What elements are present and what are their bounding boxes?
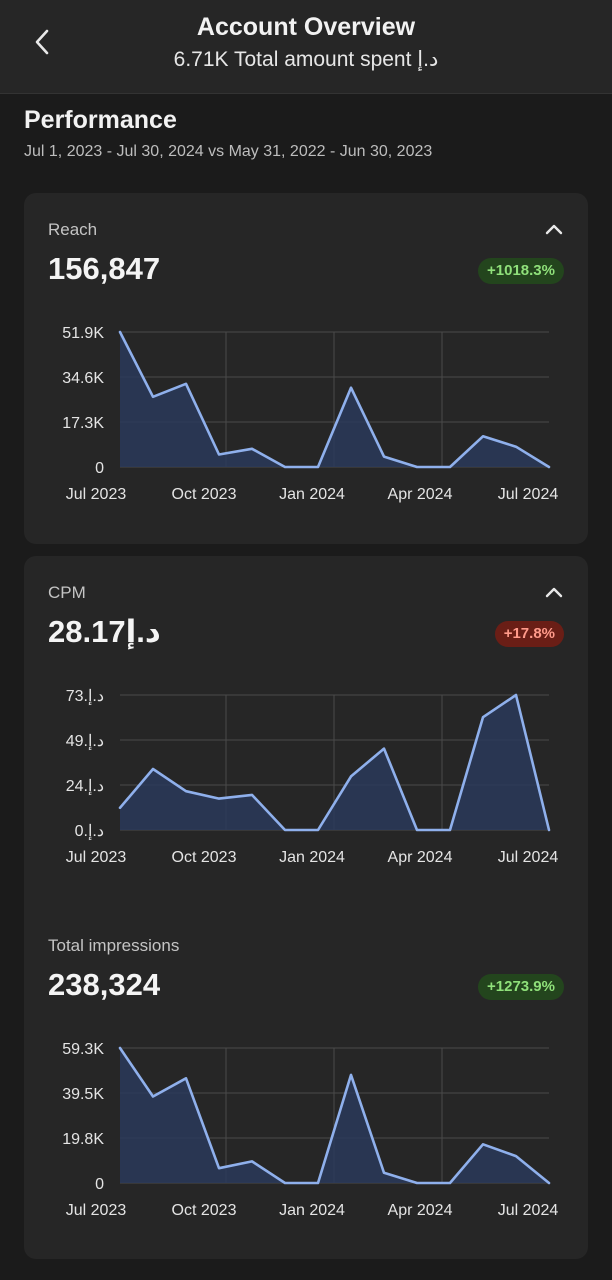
reach-card: Reach 156,847 +1018.3% 51.9K 34.6K 17.3K 0 J… [24, 193, 588, 544]
change-badge: +1018.3% [478, 258, 564, 284]
metric-value: 28.17د.إ [48, 614, 161, 649]
x-tick-label: Jul 2024 [498, 849, 559, 866]
series-line [118, 693, 551, 832]
metric-value: 238,324 [48, 967, 161, 1002]
x-tick-label: Jul 2024 [498, 486, 559, 503]
series-area [120, 332, 549, 467]
y-tick-label: 0 [95, 1176, 104, 1193]
y-tick-label: 0.د.إ [75, 823, 104, 840]
x-tick-label: Oct 2023 [172, 849, 237, 866]
series-area [120, 695, 549, 830]
performance-heading: Performance [24, 106, 177, 134]
x-tick-label: Jan 2024 [279, 486, 345, 503]
date-range-comparison: Jul 1, 2023 - Jul 30, 2024 vs May 31, 20… [24, 143, 433, 160]
y-tick-label: 19.8K [62, 1131, 104, 1148]
cpm-impressions-card: CPM 28.17د.إ +17.8% 73.د.إ 49.د.إ 24.د.إ 0.… [24, 556, 588, 1259]
series-line [118, 1046, 551, 1185]
y-tick-label: 49.د.إ [66, 733, 104, 750]
impressions-chart: 59.3K 39.5K 19.8K 0 Jul 2023 Oct 2023 Jan 2024… [62, 1041, 559, 1219]
chevron-up-icon [545, 224, 563, 235]
collapse-reach-button[interactable] [536, 215, 572, 243]
metric-label: CPM [48, 583, 86, 602]
y-tick-label: 34.6K [62, 370, 104, 387]
cpm-chart: 73.د.إ 49.د.إ 24.د.إ 0.د.إ Jul 2023 Oct 2023 J… [66, 688, 559, 866]
x-tick-label: Oct 2023 [172, 1202, 237, 1219]
y-tick-label: 39.5K [62, 1086, 104, 1103]
x-tick-label: Apr 2024 [388, 849, 453, 866]
metric-label: Total impressions [48, 936, 180, 955]
total-spent-subtitle: 6.71K Total amount spent د.إ [173, 48, 439, 71]
x-tick-label: Apr 2024 [388, 1202, 453, 1219]
x-tick-label: Apr 2024 [388, 486, 453, 503]
chevron-left-icon [35, 29, 49, 55]
page-title: Account Overview [196, 13, 416, 41]
metric-value: 156,847 [48, 251, 161, 286]
back-button[interactable] [22, 22, 62, 62]
metric-label: Reach [48, 220, 98, 239]
x-tick-label: Jan 2024 [279, 1202, 345, 1219]
series-line [118, 330, 551, 469]
chevron-up-icon [545, 587, 563, 598]
collapse-cpm-button[interactable] [536, 578, 572, 606]
x-tick-label: Jul 2023 [66, 486, 127, 503]
y-tick-label: 73.د.إ [66, 688, 104, 705]
change-badge: +17.8% [494, 621, 564, 647]
x-tick-label: Jan 2024 [279, 849, 345, 866]
x-tick-label: Oct 2023 [172, 486, 237, 503]
x-tick-label: Jul 2023 [66, 849, 127, 866]
app-header: Account Overview 6.71K Total amount spen… [0, 0, 612, 94]
series-area [120, 1048, 549, 1183]
y-tick-label: 59.3K [62, 1041, 104, 1058]
y-tick-label: 24.د.إ [66, 778, 104, 795]
x-tick-label: Jul 2024 [498, 1202, 559, 1219]
y-tick-label: 17.3K [62, 415, 104, 432]
change-badge: +1273.9% [478, 974, 564, 1000]
y-tick-label: 51.9K [62, 325, 104, 342]
x-tick-label: Jul 2023 [66, 1202, 127, 1219]
y-tick-label: 0 [95, 460, 104, 477]
reach-chart: 51.9K 34.6K 17.3K 0 Jul 2023 Oct 2023 Jan 2024… [62, 325, 559, 503]
